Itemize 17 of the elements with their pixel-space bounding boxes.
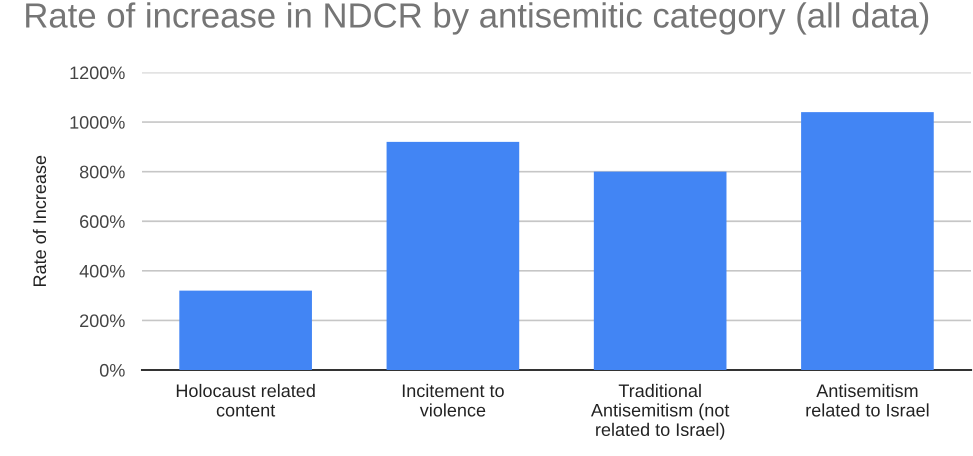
x-tick-label: Holocaust related content bbox=[176, 384, 315, 417]
y-tick-label: 600% bbox=[80, 215, 125, 228]
bar bbox=[594, 172, 726, 370]
y-tick-label: 200% bbox=[80, 314, 125, 328]
x-tick-label: Traditional Antisemitism (not related to Israel) bbox=[590, 384, 730, 440]
bar bbox=[801, 112, 934, 370]
x-tick-label: Incitement to violence bbox=[402, 384, 504, 417]
chart-title: Rate of increase in NDCR by antisemitic category (all data) bbox=[26, 2, 928, 35]
y-axis-title: Rate of Increase bbox=[32, 156, 46, 286]
y-tick-label: 400% bbox=[80, 264, 125, 278]
bar bbox=[179, 290, 312, 370]
y-tick-label: 800% bbox=[80, 166, 125, 178]
x-tick-label: Antisemitism related to Israel bbox=[806, 384, 928, 417]
y-tick-label: 1200% bbox=[70, 66, 125, 80]
bar bbox=[386, 142, 520, 370]
y-tick-label: 0% bbox=[100, 364, 125, 377]
y-tick-label: 1000% bbox=[70, 116, 125, 129]
